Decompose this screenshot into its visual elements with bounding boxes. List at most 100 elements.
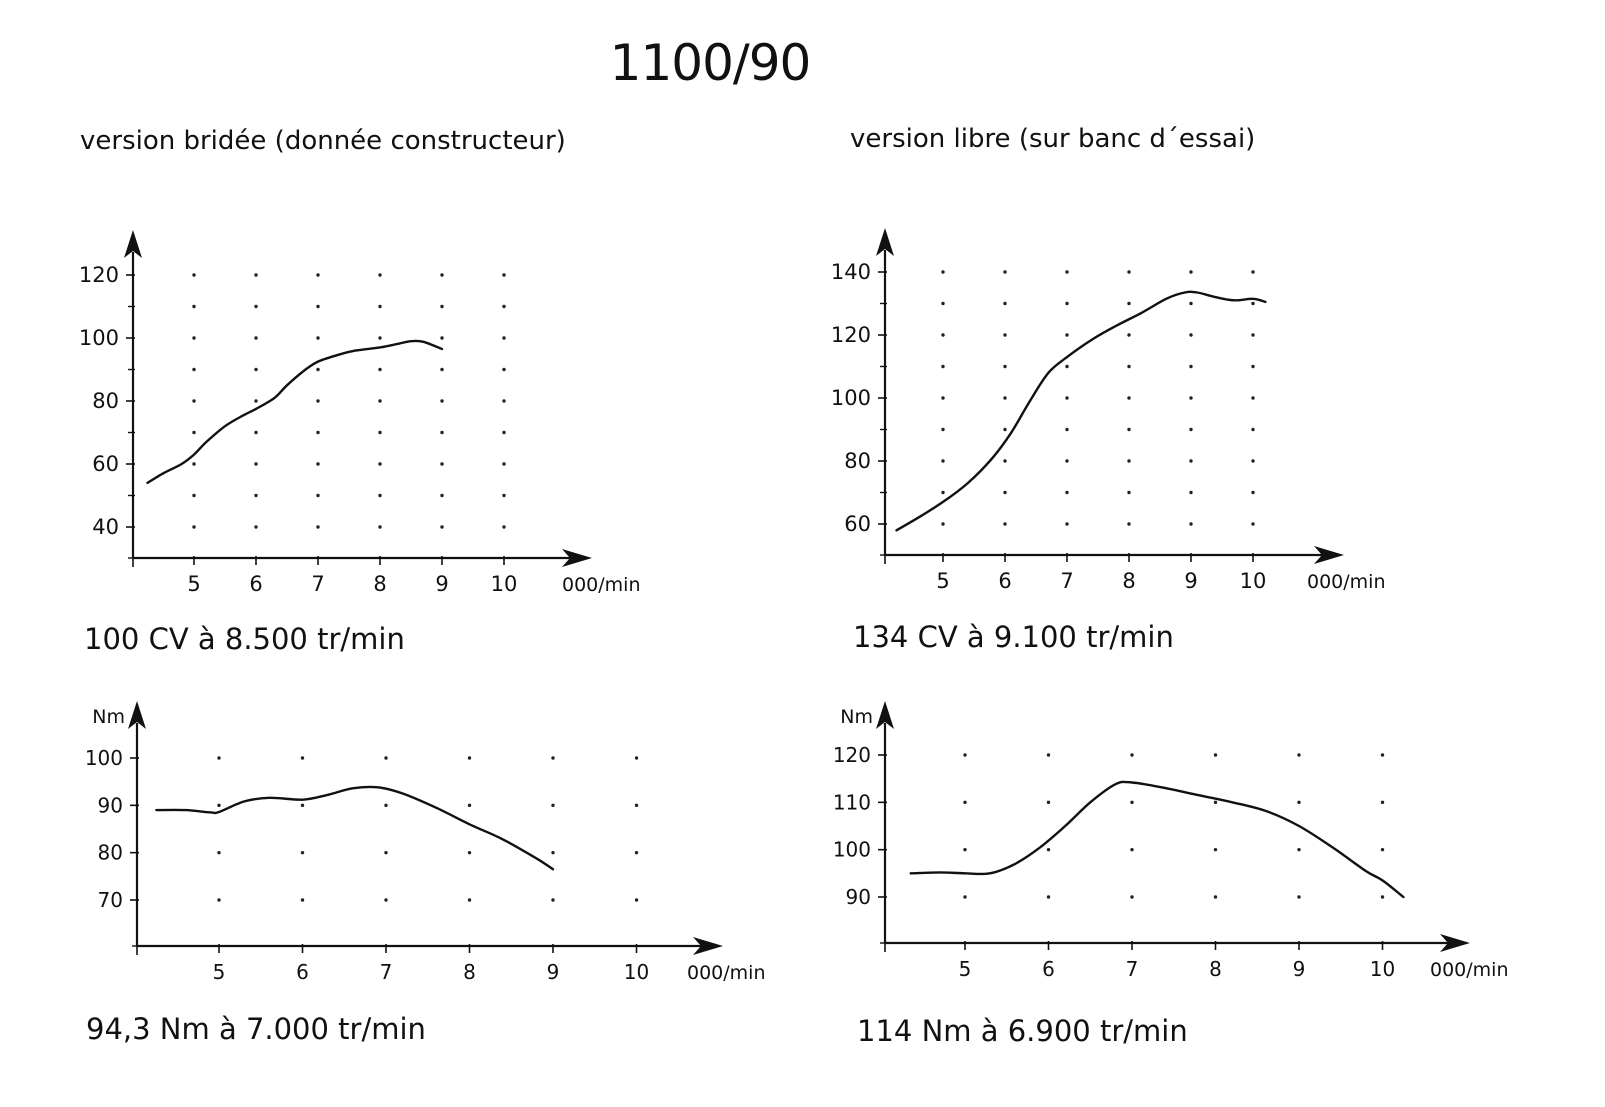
grid-dot xyxy=(1003,333,1007,337)
grid-dot xyxy=(941,301,945,306)
grid-dot xyxy=(551,850,555,855)
grid-dot xyxy=(467,803,472,808)
grid-dot xyxy=(502,462,506,466)
grid-dot xyxy=(1213,753,1218,757)
grid-dot xyxy=(1251,301,1255,306)
grid-dot xyxy=(1380,895,1385,899)
grid-dot xyxy=(1127,396,1131,400)
x-tick-label: 10 xyxy=(624,960,649,984)
grid-dot xyxy=(634,898,639,902)
x-tick-label: 7 xyxy=(1060,569,1073,593)
grid-dot xyxy=(192,273,196,277)
grid-dot xyxy=(1130,800,1134,805)
grid-dot xyxy=(1251,522,1255,526)
grid-dot xyxy=(1189,490,1193,495)
page-title: 1100/90 xyxy=(609,34,812,92)
grid-dot xyxy=(941,522,945,526)
grid-dot xyxy=(192,336,196,340)
grid-dot xyxy=(1189,333,1193,337)
grid-dot xyxy=(1127,301,1131,306)
y-tick-label: 40 xyxy=(92,515,119,539)
grid-dot xyxy=(1046,800,1051,805)
grid-dot xyxy=(1251,396,1255,400)
grid-dot xyxy=(1213,800,1218,805)
grid-dot xyxy=(1130,847,1134,852)
y-tick-label: 80 xyxy=(844,449,871,473)
grid-dot xyxy=(502,367,506,372)
y-tick-label: 60 xyxy=(844,512,871,536)
grid-dot xyxy=(254,367,258,372)
grid-dot xyxy=(316,273,320,277)
grid-dot xyxy=(1065,490,1069,495)
grid-dot xyxy=(1046,753,1051,757)
grid-dot xyxy=(634,850,639,855)
grid-dot xyxy=(941,396,945,400)
grid-dot xyxy=(316,493,320,498)
x-tick-label: 8 xyxy=(373,572,386,596)
y-tick-label: 70 xyxy=(98,888,123,912)
grid-dot xyxy=(254,399,258,403)
grid-dot xyxy=(254,304,258,309)
grid-dot xyxy=(502,336,506,340)
torque-restricted-caption: 94,3 Nm à 7.000 tr/min xyxy=(86,1012,426,1046)
x-axis-arrow xyxy=(693,937,723,955)
y-tick-label: 80 xyxy=(92,389,119,413)
grid-dot xyxy=(551,898,555,902)
grid-dot xyxy=(1127,490,1131,495)
x-tick-label: 10 xyxy=(491,572,518,596)
y-tick-label: 140 xyxy=(831,260,871,284)
grid-dot xyxy=(316,336,320,340)
grid-dot xyxy=(384,850,388,855)
grid-dot xyxy=(254,430,258,435)
grid-dot xyxy=(467,898,472,902)
grid-dot xyxy=(1297,895,1301,899)
y-axis-arrow xyxy=(128,701,146,729)
grid-dot xyxy=(1297,800,1301,805)
grid-dot xyxy=(1380,847,1385,852)
series-line xyxy=(146,339,444,485)
grid-dot xyxy=(316,399,320,403)
grid-dot xyxy=(551,756,555,760)
y-tick-label: 90 xyxy=(846,885,871,909)
grid-dot xyxy=(1003,364,1007,369)
series-line xyxy=(895,290,1267,532)
x-axis-arrow xyxy=(1440,934,1470,952)
x-tick-label: 7 xyxy=(380,960,393,984)
x-axis-arrow xyxy=(1314,546,1344,564)
grid-dot xyxy=(254,525,258,529)
grid-dot xyxy=(440,430,444,435)
x-tick-label: 5 xyxy=(187,572,200,596)
grid-dot xyxy=(440,336,444,340)
grid-dot xyxy=(1130,895,1134,899)
grid-dot xyxy=(634,803,639,808)
y-tick-label: 60 xyxy=(92,452,119,476)
grid-dot xyxy=(1251,364,1255,369)
power-free-caption: 134 CV à 9.100 tr/min xyxy=(853,620,1174,654)
grid-dot xyxy=(384,898,388,902)
torque-free-caption: 114 Nm à 6.900 tr/min xyxy=(857,1014,1188,1048)
grid-dot xyxy=(378,336,382,340)
x-tick-label: 8 xyxy=(463,960,476,984)
grid-dot xyxy=(378,525,382,529)
grid-dot xyxy=(1297,753,1301,757)
grid-dot xyxy=(1189,301,1193,306)
right-column-heading: version libre (sur banc d´essai) xyxy=(850,124,1256,154)
grid-dot xyxy=(502,273,506,277)
y-axis-label: Nm xyxy=(92,706,125,728)
grid-dot xyxy=(192,304,196,309)
grid-dot xyxy=(254,273,258,277)
grid-dot xyxy=(1251,270,1255,274)
power-free-chart: 60 80 100 120 140 5 6 7 8 9 10 000/min xyxy=(831,228,1386,593)
y-tick-label: 120 xyxy=(833,743,871,767)
grid-dot xyxy=(963,800,967,805)
grid-dot xyxy=(1003,522,1007,526)
grid-dot xyxy=(440,525,444,529)
grid-dot xyxy=(316,304,320,309)
grid-dot xyxy=(502,304,506,309)
grid-dot xyxy=(634,756,639,760)
y-axis-label: Nm xyxy=(840,706,873,728)
y-axis-arrow xyxy=(876,701,894,729)
grid-dot xyxy=(1065,396,1069,400)
grid-dot xyxy=(1213,895,1218,899)
grid-dot xyxy=(384,803,388,808)
